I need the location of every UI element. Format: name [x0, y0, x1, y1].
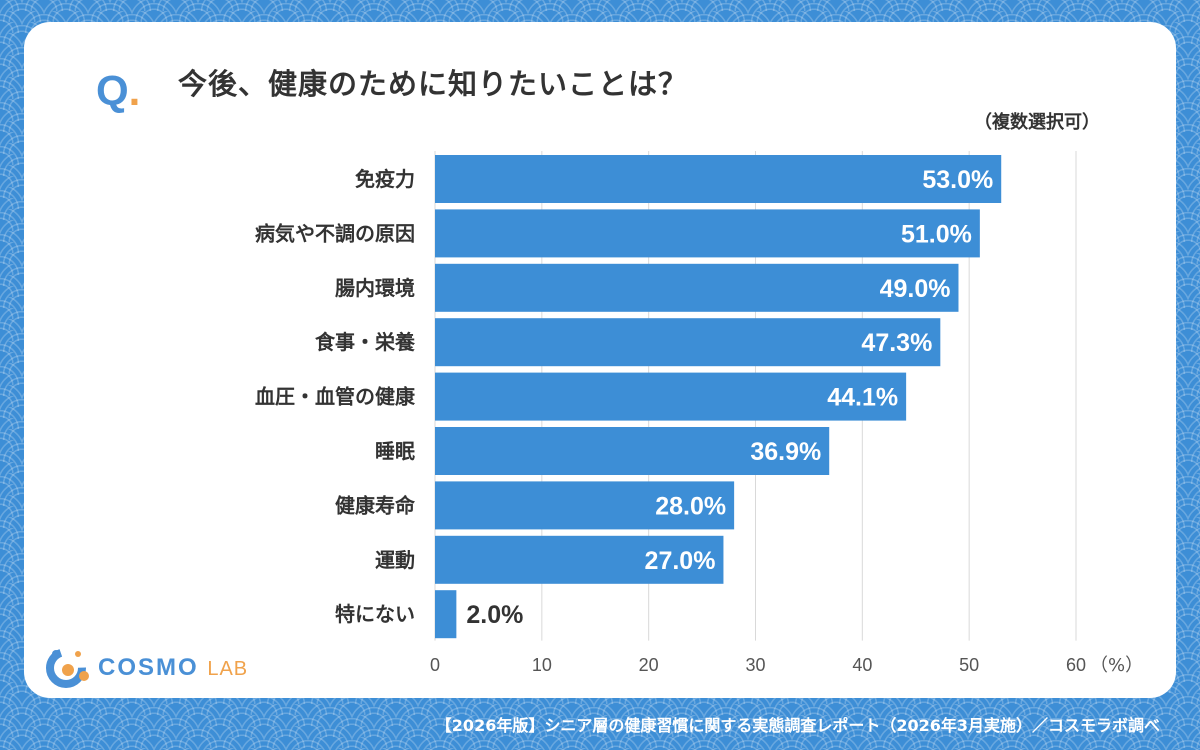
multiple-choice-note: （複数選択可）: [974, 112, 1100, 133]
x-tick-label: 0: [430, 655, 440, 675]
category-label: 病気や不調の原因: [255, 221, 415, 245]
bar: [435, 155, 1002, 203]
bar: [435, 535, 724, 584]
value-label: 2.0%: [466, 601, 523, 629]
x-tick-label: 10: [532, 655, 552, 675]
category-label: 腸内環境: [335, 276, 415, 300]
value-label: 36.9%: [750, 438, 821, 466]
category-label: 運動: [375, 548, 415, 572]
question-mark-letter: Q: [96, 67, 129, 114]
value-label: 47.3%: [861, 329, 932, 357]
category-label: 特にない: [335, 602, 415, 626]
value-label: 27.0%: [645, 547, 716, 575]
x-tick-label: 50: [959, 655, 979, 675]
question-mark: Q.: [96, 70, 140, 112]
x-tick-label: 20: [639, 655, 659, 675]
value-labels: 53.0% 51.0% 49.0% 47.3% 44.1%36.9% 28.0% 27.0%…: [466, 166, 993, 629]
x-axis-unit: （%）: [1090, 655, 1143, 676]
value-label: 49.0%: [880, 275, 951, 303]
page-title: 今後、健康のために知りたいことは？: [178, 67, 689, 101]
logo-sub: LAB: [207, 658, 249, 680]
category-label: 免疫力: [355, 167, 415, 191]
x-tick-labels: 0 10 20 30 40 50 60 （%）: [430, 655, 1143, 676]
category-label: 食事・栄養: [315, 330, 416, 354]
bars: [435, 155, 1002, 639]
bar: [435, 263, 959, 312]
cosmo-lab-logo-icon: [46, 648, 89, 688]
value-label: 51.0%: [901, 220, 972, 248]
x-tick-label: 30: [745, 655, 765, 675]
logo-main: COSMO: [98, 654, 199, 681]
value-label: 44.1%: [827, 384, 898, 412]
footer-source: 【2026年版】シニア層の健康習慣に関する実態調査レポート（2026年3月実施）…: [435, 716, 1160, 735]
bar: [435, 209, 980, 258]
x-tick-label: 40: [852, 655, 872, 675]
bar: [435, 318, 941, 367]
bar: [435, 481, 735, 530]
value-label: 28.0%: [655, 492, 726, 520]
category-label: 血圧・血管の健康: [255, 385, 416, 409]
value-label: 53.0%: [922, 166, 993, 194]
bar: [435, 372, 907, 421]
x-tick-label: 60: [1066, 655, 1086, 675]
bar: [435, 427, 830, 475]
category-label: 健康寿命: [335, 493, 416, 517]
category-label: 睡眠: [375, 439, 415, 463]
bar: [435, 590, 457, 639]
question-mark-dot: .: [128, 67, 141, 114]
logo-text: COSMO LAB: [98, 654, 248, 682]
